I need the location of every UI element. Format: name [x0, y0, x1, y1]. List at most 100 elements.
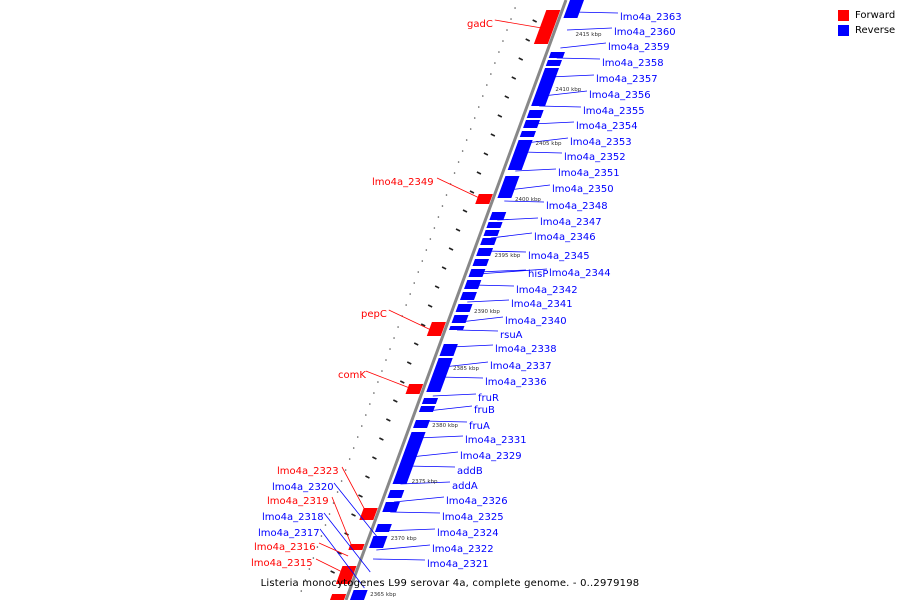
reverse-leader-line: [560, 42, 607, 49]
reverse-gene-label: lmo4a_2324: [437, 528, 499, 539]
reverse-gene-label: lmo4a_2320: [272, 482, 334, 493]
reverse-gene-block: [464, 280, 482, 289]
reverse-leader-line: [390, 511, 441, 514]
reverse-gene-label: lmo4a_2360: [614, 27, 676, 38]
reverse-gene-block: [489, 212, 507, 220]
track-dot: [425, 249, 428, 251]
track-dot: [481, 95, 484, 97]
reverse-leader-line: [407, 465, 456, 468]
reverse-leader-line: [478, 269, 527, 273]
track-dot: [457, 161, 460, 163]
legend: Forward Reverse: [838, 8, 895, 38]
reverse-gene-label: hisP: [528, 269, 548, 280]
forward-leader-line: [436, 177, 480, 199]
track-dash: [385, 418, 391, 422]
track-dot: [304, 579, 307, 581]
reverse-gene-label: addA: [452, 481, 478, 492]
reverse-leader-line: [333, 482, 382, 543]
forward-gene-label: gadC: [467, 19, 493, 30]
reverse-leader-line: [373, 558, 426, 561]
forward-gene-label: pepC: [361, 309, 387, 320]
reverse-gene-label: lmo4a_2347: [540, 217, 602, 228]
scale-label: 2410 kbp: [555, 87, 581, 93]
track-dot: [356, 436, 359, 438]
reverse-leader-line: [508, 184, 551, 191]
track-dot: [413, 282, 416, 284]
scale-label: 2390 kbp: [474, 309, 500, 315]
track-dot: [461, 150, 464, 152]
reverse-leader-line: [525, 137, 569, 144]
track-dot: [373, 392, 375, 394]
reverse-leader-line: [410, 451, 459, 458]
track-dot: [336, 491, 339, 493]
dotted-track: [300, 7, 516, 592]
scale-label: 2395 kbp: [494, 253, 520, 259]
forward-gene-label: comK: [338, 370, 366, 381]
reverse-gene-block: [483, 230, 500, 236]
reverse-leader-line: [497, 217, 539, 221]
track-dot: [437, 216, 440, 218]
track-dash: [358, 494, 363, 498]
track-dot: [308, 568, 311, 570]
track-dot: [409, 293, 411, 295]
reverse-leader-line: [423, 420, 468, 423]
track-dot: [397, 326, 399, 328]
gene-features: [329, 0, 584, 600]
reverse-leader-line: [485, 250, 527, 253]
reverse-gene-label: lmo4a_2344: [549, 268, 611, 279]
reverse-gene-block: [448, 326, 465, 330]
track-dash: [372, 456, 377, 460]
legend-reverse-label: Reverse: [855, 25, 896, 36]
forward-gene-label: lmo4a_2349: [372, 177, 434, 188]
reverse-gene-block: [548, 52, 565, 58]
track-dash: [392, 399, 398, 403]
reverse-gene-block: [480, 238, 497, 245]
scale-label: 2405 kbp: [536, 141, 562, 147]
reverse-gene-label: lmo4a_2342: [516, 285, 578, 296]
reverse-gene-label: lmo4a_2321: [427, 559, 489, 570]
forward-gene-block: [329, 594, 347, 600]
track-dot: [453, 172, 456, 174]
track-dot: [498, 51, 500, 53]
reverse-leader-line: [376, 544, 431, 551]
reverse-gene-block: [392, 432, 426, 484]
track-dash: [511, 76, 517, 80]
track-dash: [420, 323, 426, 327]
reverse-leader-line: [556, 57, 601, 60]
track-dash: [469, 190, 475, 194]
track-dash: [504, 95, 510, 99]
reverse-leader-line: [400, 481, 451, 485]
reverse-gene-block: [476, 248, 494, 256]
track-dot: [490, 73, 492, 75]
genome-caption: Listeria monocytogenes L99 serovar 4a, c…: [260, 578, 640, 589]
reverse-leader-line: [443, 361, 489, 368]
track-dot: [324, 524, 327, 526]
track-dash: [434, 285, 440, 289]
track-dash: [351, 513, 356, 517]
reverse-gene-label: lmo4a_2325: [442, 512, 504, 523]
reverse-gene-label: lmo4a_2317: [258, 528, 320, 539]
forward-leader-line: [331, 496, 353, 547]
reverse-gene-block: [413, 420, 430, 428]
forward-leader-line: [388, 309, 432, 331]
label-leaders: [315, 11, 619, 589]
reverse-gene-label: lmo4a_2336: [485, 377, 547, 388]
reverse-leader-line: [490, 232, 533, 239]
track-dot: [316, 546, 319, 548]
track-dash: [483, 152, 489, 156]
reverse-gene-label: lmo4a_2322: [432, 544, 494, 555]
legend-reverse: Reverse: [838, 23, 895, 38]
track-dash: [490, 133, 496, 137]
track-dot: [417, 271, 420, 273]
scale-label: 2375 kbp: [412, 479, 438, 485]
reverse-gene-label: lmo4a_2341: [511, 299, 573, 310]
track-dot: [514, 7, 516, 9]
reverse-leader-line: [566, 27, 613, 31]
reverse-gene-block: [387, 490, 405, 498]
track-dash: [379, 437, 384, 441]
track-dot: [365, 414, 367, 416]
reverse-leader-line: [573, 11, 619, 14]
reverse-gene-block: [421, 398, 439, 404]
reverse-leader-line: [393, 496, 445, 503]
